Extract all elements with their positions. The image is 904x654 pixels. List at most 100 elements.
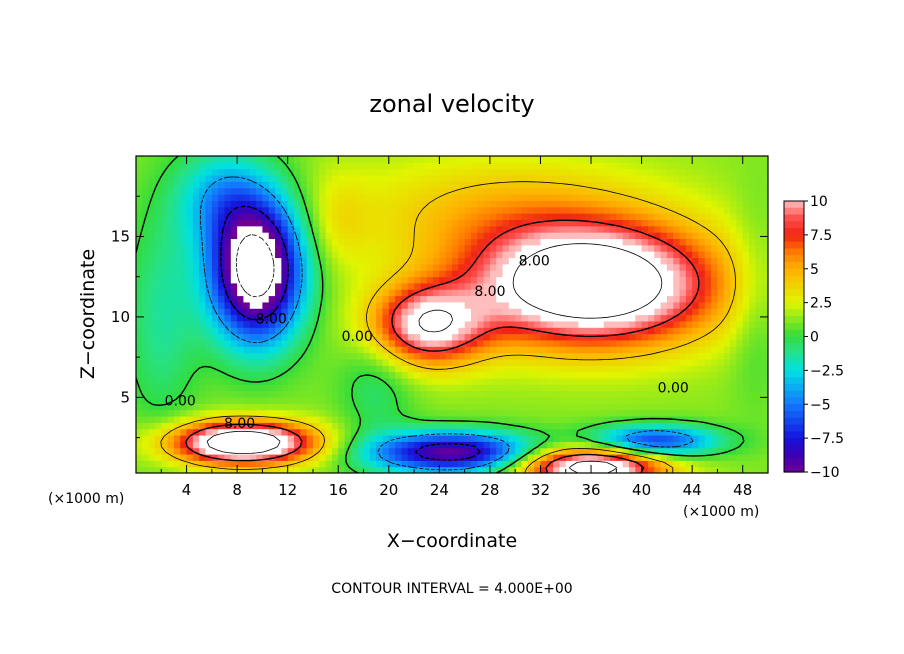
field-cell bbox=[312, 327, 320, 335]
field-cell bbox=[142, 390, 150, 398]
field-cell bbox=[319, 434, 327, 442]
field-cell bbox=[521, 415, 529, 423]
field-cell bbox=[218, 466, 226, 473]
field-cell bbox=[287, 415, 295, 423]
field-cell bbox=[723, 257, 731, 265]
field-cell bbox=[186, 460, 194, 468]
field-cell bbox=[546, 441, 554, 449]
field-cell bbox=[723, 333, 731, 341]
field-cell bbox=[647, 441, 655, 449]
field-cell bbox=[584, 453, 592, 461]
field-cell bbox=[584, 162, 592, 170]
field-cell bbox=[363, 460, 371, 468]
field-cell bbox=[483, 352, 491, 360]
field-cell bbox=[136, 327, 143, 335]
field-cell bbox=[237, 156, 245, 163]
field-cell bbox=[192, 225, 200, 233]
field-cell bbox=[167, 295, 175, 303]
field-cell bbox=[654, 301, 662, 309]
field-cell bbox=[161, 333, 169, 341]
field-cell bbox=[325, 466, 333, 473]
field-cell bbox=[275, 181, 282, 189]
field-cell bbox=[167, 377, 175, 385]
field-cell bbox=[363, 428, 371, 436]
field-cell bbox=[692, 295, 700, 303]
field-cell bbox=[534, 270, 542, 278]
field-cell bbox=[268, 460, 276, 468]
field-cell bbox=[433, 308, 440, 316]
field-cell bbox=[704, 238, 712, 246]
field-cell bbox=[300, 168, 308, 176]
field-cell bbox=[395, 346, 403, 354]
field-cell bbox=[464, 162, 472, 170]
field-cell bbox=[572, 156, 579, 163]
field-cell bbox=[553, 409, 561, 417]
field-cell bbox=[685, 200, 693, 208]
field-cell bbox=[186, 320, 194, 328]
field-cell bbox=[344, 403, 352, 411]
field-cell bbox=[319, 320, 327, 328]
field-cell bbox=[445, 244, 453, 252]
field-cell bbox=[628, 466, 636, 473]
field-cell bbox=[711, 276, 719, 284]
field-cell bbox=[142, 441, 150, 449]
field-cell bbox=[376, 314, 384, 322]
field-cell bbox=[698, 358, 706, 366]
field-cell bbox=[224, 333, 232, 341]
field-cell bbox=[281, 156, 289, 163]
field-cell bbox=[300, 327, 308, 335]
field-cell bbox=[647, 390, 655, 398]
field-cell bbox=[622, 175, 630, 182]
field-cell bbox=[502, 434, 510, 442]
field-cell bbox=[730, 377, 737, 385]
field-cell bbox=[572, 282, 579, 290]
field-cell bbox=[704, 213, 712, 220]
field-cell bbox=[597, 295, 605, 303]
field-cell bbox=[641, 371, 649, 379]
field-cell bbox=[205, 276, 213, 284]
field-cell bbox=[369, 282, 377, 290]
field-cell bbox=[136, 390, 143, 398]
field-cell bbox=[300, 390, 308, 398]
field-cell bbox=[723, 422, 731, 430]
field-cell bbox=[464, 314, 472, 322]
field-cell bbox=[730, 251, 737, 259]
field-cell bbox=[281, 200, 289, 208]
field-cell bbox=[704, 295, 712, 303]
field-cell bbox=[256, 339, 263, 347]
field-cell bbox=[622, 409, 630, 417]
field-cell bbox=[723, 441, 731, 449]
field-cell bbox=[300, 384, 308, 392]
field-cell bbox=[673, 244, 681, 252]
field-cell bbox=[426, 339, 434, 347]
field-cell bbox=[641, 181, 649, 189]
field-cell bbox=[388, 251, 396, 259]
field-cell bbox=[749, 270, 756, 278]
field-cell bbox=[243, 441, 251, 449]
field-cell bbox=[572, 447, 579, 455]
field-cell bbox=[300, 339, 308, 347]
field-cell bbox=[312, 460, 320, 468]
field-cell bbox=[761, 301, 768, 309]
field-cell bbox=[300, 295, 308, 303]
field-cell bbox=[761, 333, 768, 341]
field-cell bbox=[730, 434, 737, 442]
field-cell bbox=[331, 403, 339, 411]
field-cell bbox=[218, 276, 226, 284]
field-cell bbox=[736, 308, 744, 316]
field-cell bbox=[540, 194, 548, 201]
field-cell bbox=[331, 232, 339, 240]
field-cell bbox=[186, 403, 194, 411]
field-cell bbox=[167, 270, 175, 278]
field-cell bbox=[534, 441, 542, 449]
field-cell bbox=[142, 232, 150, 240]
field-cell bbox=[363, 377, 371, 385]
field-cell bbox=[439, 447, 447, 455]
field-cell bbox=[515, 257, 523, 265]
field-cell bbox=[350, 415, 358, 423]
field-cell bbox=[256, 333, 263, 341]
field-cell bbox=[584, 232, 592, 240]
field-cell bbox=[572, 384, 579, 392]
field-cell bbox=[401, 282, 409, 290]
field-cell bbox=[641, 358, 649, 366]
